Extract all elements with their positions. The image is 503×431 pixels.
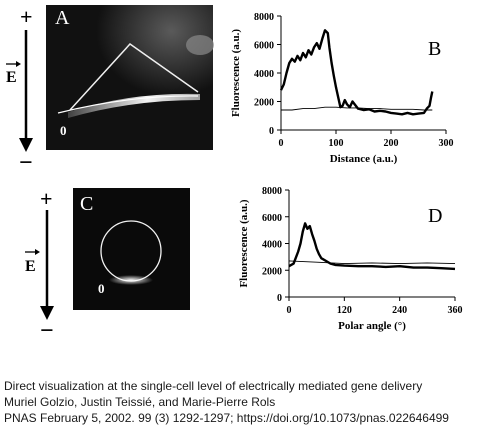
chart-b-series-thick-line — [279, 29, 434, 116]
micrograph-c — [73, 188, 190, 310]
panel-a-minus-sign: − — [19, 150, 33, 176]
caption-citation: PNAS February 5, 2002. 99 (3) 1292-1297;… — [4, 411, 449, 425]
chart-d: 0 2000 4000 6000 8000 0 120 240 360 Polar angle (… — [238, 186, 463, 332]
chart-d-y-tick-label: 6000 — [262, 213, 282, 224]
caption-title: Direct visualization at the single-cell … — [4, 379, 423, 393]
chart-b-y-tick-label: 4000 — [254, 69, 274, 80]
panel-a-field-vector-head — [16, 61, 21, 67]
panel-a: + − E A 0 — [6, 4, 214, 176]
panel-c-field-vector-head — [35, 249, 40, 255]
chart-b-y-axis-title: Fluorescence (a.u.) — [230, 29, 242, 117]
micrograph-a-cell-outline — [69, 43, 199, 111]
chart-d-y-tick-label: 4000 — [262, 240, 282, 251]
chart-b-x-axis-title: Distance (a.u.) — [330, 153, 398, 165]
chart-d-x-tick-label: 120 — [337, 305, 352, 316]
panel-c-minus-sign: − — [40, 318, 54, 344]
panel-a-field-arrow-head — [19, 138, 33, 152]
panel-c-plus-sign: + — [40, 186, 53, 211]
chart-d-x-tick-label: 0 — [287, 305, 292, 316]
panel-c-letter: C — [80, 193, 93, 215]
caption-authors: Muriel Golzio, Justin Teissié, and Marie… — [4, 395, 276, 409]
micrograph-a-fluorescent-band — [68, 93, 200, 118]
chart-d-y-tick-label: 2000 — [262, 266, 282, 277]
chart-b-y-tick-label: 2000 — [254, 98, 274, 109]
chart-b-x-tick-label: 300 — [439, 138, 454, 149]
panel-a-field-label: E — [6, 69, 17, 86]
panel-a-zero-label: 0 — [60, 123, 67, 138]
chart-b-series-thin-line — [281, 106, 433, 111]
panel-c-field-label: E — [25, 258, 36, 275]
chart-d-y-axis-title: Fluorescence (a.u.) — [238, 199, 250, 287]
chart-b-y-tick-label: 0 — [269, 126, 274, 137]
chart-b-x-tick-label: 0 — [279, 138, 284, 149]
micrograph-a-cell-base — [57, 95, 199, 114]
chart-d-y-tick-label: 0 — [277, 293, 282, 304]
chart-b-x-tick-label: 100 — [329, 138, 344, 149]
panel-c: + − E C 0 — [25, 186, 190, 344]
panel-a-letter: A — [55, 7, 70, 29]
chart-b-y-tick-label: 8000 — [254, 12, 274, 23]
chart-d-x-tick-label: 240 — [392, 305, 407, 316]
panel-d-letter: D — [428, 205, 442, 227]
micrograph-c-fluorescent-cap — [109, 275, 153, 285]
panel-a-plus-sign: + — [20, 4, 33, 29]
chart-d-series-thin-line — [288, 260, 456, 265]
chart-b-y-tick-label: 6000 — [254, 41, 274, 52]
chart-b: 0 2000 4000 6000 8000 0 100 200 300 Distance (a.u… — [230, 12, 454, 165]
panel-c-zero-label: 0 — [98, 281, 105, 296]
panel-b-letter: B — [428, 38, 441, 60]
chart-d-x-tick-label: 360 — [448, 305, 463, 316]
chart-d-series-thick-line — [288, 222, 456, 271]
figure: + − E A 0 + − E C 0 0 2000 4000 6000 8000 0 10… — [6, 4, 463, 344]
figure-caption: Direct visualization at the single-cell … — [4, 378, 500, 426]
micrograph-a — [46, 5, 213, 150]
chart-d-x-axis-title: Polar angle (°) — [338, 320, 406, 332]
chart-d-y-tick-label: 8000 — [262, 186, 282, 197]
panel-c-field-arrow-head — [40, 306, 54, 320]
chart-b-x-tick-label: 200 — [384, 138, 399, 149]
micrograph-a-haze — [186, 35, 214, 55]
